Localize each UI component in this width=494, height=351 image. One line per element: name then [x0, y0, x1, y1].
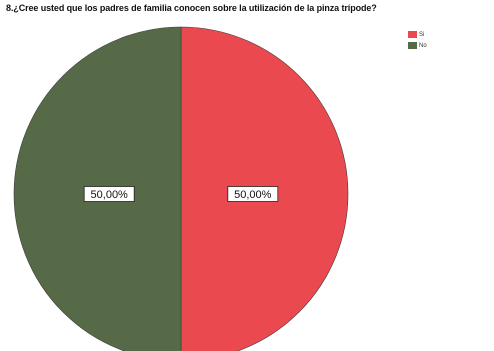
data-label-box: [227, 186, 279, 202]
pie-data-label-si: 50,00%: [227, 186, 279, 202]
data-label-box: [83, 186, 135, 202]
legend-item-si: Si: [408, 29, 438, 40]
chart-title: 8.¿Cree usted que los padres de familia …: [6, 3, 377, 13]
legend-label-no: No: [419, 42, 427, 49]
chart-legend: Si No: [408, 29, 438, 51]
legend-label-si: Si: [419, 31, 425, 38]
legend-item-no: No: [408, 40, 438, 51]
legend-swatch-no: [408, 42, 417, 49]
data-label-text: 50,00%: [91, 189, 129, 201]
legend-swatch-si: [408, 31, 417, 38]
pie-data-label-no: 50,00%: [83, 186, 135, 202]
data-label-text: 50,00%: [234, 189, 272, 201]
